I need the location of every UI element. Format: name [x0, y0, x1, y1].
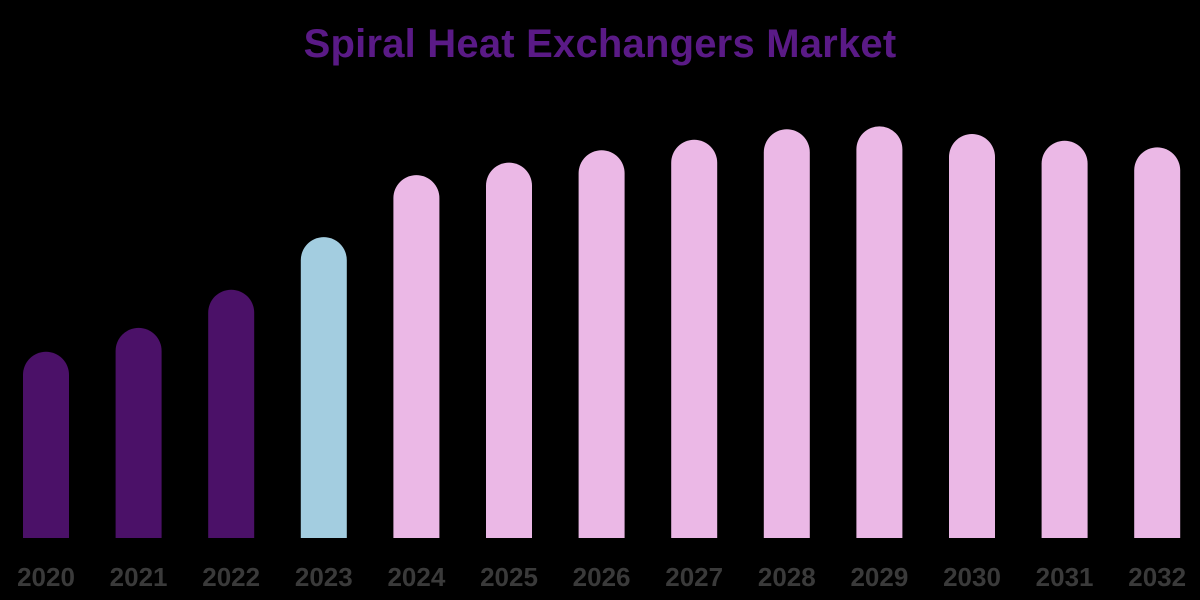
bar-2032 [1134, 147, 1181, 538]
bar-2022 [208, 289, 255, 538]
x-tick-label-2023: 2023 [295, 562, 353, 592]
x-tick-label-2021: 2021 [110, 562, 168, 592]
bar-2028 [763, 129, 810, 538]
bar-2021 [115, 327, 162, 538]
bars-group [23, 126, 1181, 539]
x-axis-ticks: 2020 2021 2022 2023 2024 2025 2026 2027 2028 2029… [17, 562, 1186, 592]
bar-2027 [671, 139, 718, 538]
x-tick-label-2026: 2026 [573, 562, 631, 592]
x-tick-label-2024: 2024 [387, 562, 445, 592]
bar-2025 [486, 162, 532, 539]
bar-2031 [1041, 140, 1088, 538]
x-tick-label-2032: 2032 [1128, 562, 1186, 592]
chart-title: Spiral Heat Exchangers Market [303, 22, 897, 66]
x-tick-label-2022: 2022 [202, 562, 260, 592]
bar-2023 [300, 237, 347, 539]
x-tick-label-2025: 2025 [480, 562, 538, 592]
bar-2030 [949, 134, 995, 538]
bar-2020 [23, 351, 69, 538]
bar-2026 [578, 150, 625, 538]
x-tick-label-2029: 2029 [850, 562, 908, 592]
x-tick-label-2028: 2028 [758, 562, 816, 592]
x-tick-label-2031: 2031 [1036, 562, 1094, 592]
x-tick-label-2020: 2020 [17, 562, 75, 592]
bar-2024 [393, 175, 440, 538]
x-tick-label-2027: 2027 [665, 562, 723, 592]
x-tick-label-2030: 2030 [943, 562, 1001, 592]
bar-2029 [856, 126, 903, 538]
